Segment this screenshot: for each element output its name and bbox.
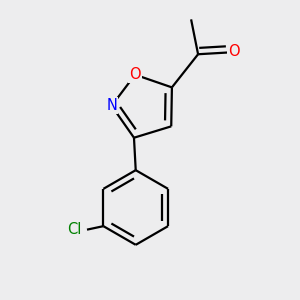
Text: Cl: Cl xyxy=(67,222,82,237)
Text: N: N xyxy=(106,98,117,113)
Text: O: O xyxy=(228,44,239,59)
Text: O: O xyxy=(129,67,141,82)
